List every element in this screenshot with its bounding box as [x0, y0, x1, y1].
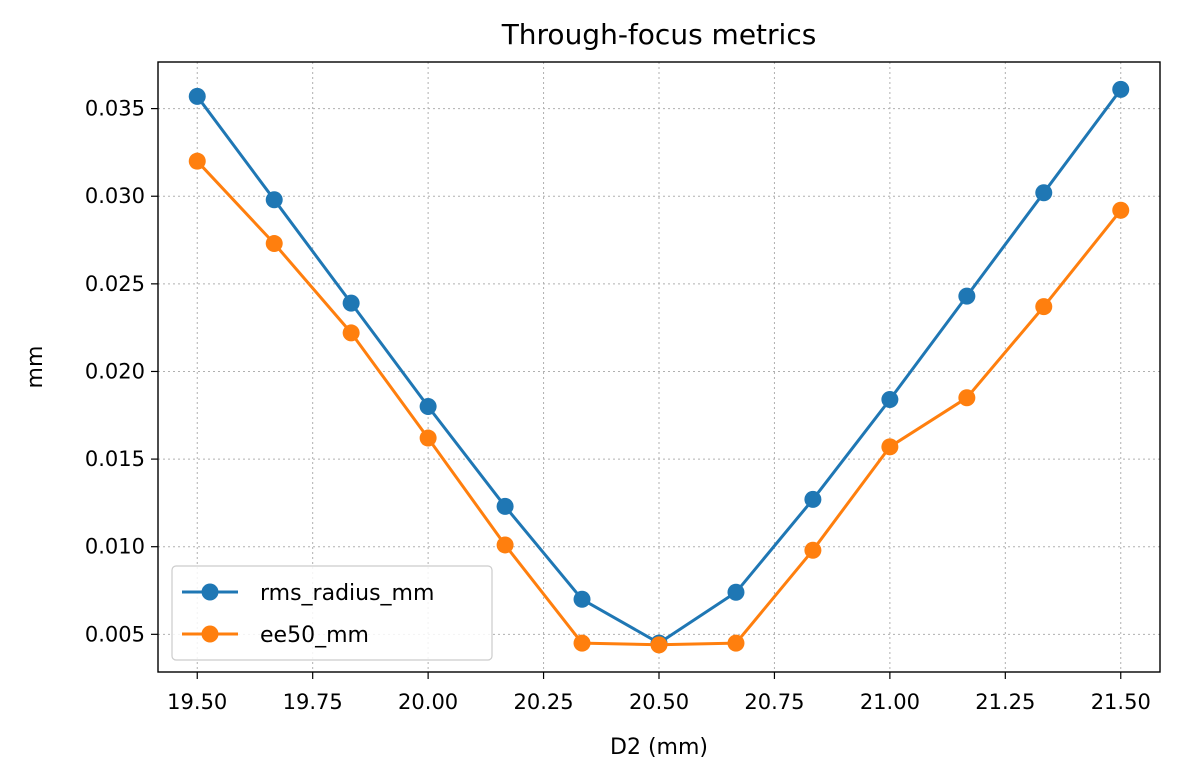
data-point-rms_radius_mm	[419, 398, 437, 416]
legend-label-rms_radius_mm: rms_radius_mm	[260, 581, 434, 606]
data-point-rms_radius_mm	[727, 583, 745, 601]
data-point-ee50_mm	[958, 389, 976, 407]
data-point-rms_radius_mm	[881, 391, 899, 409]
data-point-ee50_mm	[573, 634, 591, 652]
data-point-ee50_mm	[1035, 298, 1053, 316]
x-tick-label: 20.00	[398, 690, 458, 714]
x-tick-label: 19.50	[167, 690, 227, 714]
x-tick-label: 20.75	[744, 690, 804, 714]
series-layer	[188, 80, 1130, 654]
x-tick-label: 21.25	[975, 690, 1035, 714]
y-axis-label: mm	[23, 346, 48, 389]
x-tick-label: 21.00	[860, 690, 920, 714]
data-point-ee50_mm	[1112, 201, 1130, 219]
data-point-ee50_mm	[342, 324, 360, 342]
data-point-rms_radius_mm	[958, 287, 976, 305]
y-tick-label: 0.010	[85, 535, 145, 559]
data-point-ee50_mm	[650, 636, 668, 654]
data-point-ee50_mm	[188, 152, 206, 170]
data-point-rms_radius_mm	[1112, 80, 1130, 98]
x-tick-label: 21.50	[1091, 690, 1151, 714]
legend-label-ee50_mm: ee50_mm	[260, 623, 369, 648]
chart-title: Through-focus metrics	[501, 18, 817, 51]
data-point-rms_radius_mm	[573, 590, 591, 608]
x-tick-label: 20.50	[629, 690, 689, 714]
y-tick-label: 0.020	[85, 359, 145, 383]
data-point-ee50_mm	[727, 634, 745, 652]
y-tick-label: 0.025	[85, 272, 145, 296]
data-point-rms_radius_mm	[804, 490, 822, 508]
legend: rms_radius_mm ee50_mm	[171, 565, 493, 661]
data-point-rms_radius_mm	[188, 87, 206, 105]
data-point-ee50_mm	[419, 429, 437, 447]
y-tick-label: 0.030	[85, 184, 145, 208]
data-point-rms_radius_mm	[265, 191, 283, 209]
data-point-rms_radius_mm	[496, 497, 514, 515]
grid-lines	[158, 62, 1160, 672]
data-point-rms_radius_mm	[1035, 184, 1053, 202]
y-tick-label: 0.035	[85, 97, 145, 121]
data-point-ee50_mm	[496, 536, 514, 554]
data-point-rms_radius_mm	[342, 294, 360, 312]
data-point-ee50_mm	[881, 438, 899, 456]
y-tick-label: 0.005	[85, 622, 145, 646]
legend-box	[171, 565, 493, 661]
axis-ticks: 19.50 19.75 20.00 20.25 20.50 20.75 21.00 21.25…	[85, 97, 1151, 714]
x-tick-label: 19.75	[283, 690, 343, 714]
data-point-ee50_mm	[265, 235, 283, 253]
x-tick-label: 20.25	[513, 690, 573, 714]
y-tick-label: 0.015	[85, 447, 145, 471]
legend-marker-rms_radius_mm	[201, 583, 219, 601]
x-axis-label: D2 (mm)	[610, 735, 708, 760]
data-point-ee50_mm	[804, 541, 822, 559]
legend-marker-ee50_mm	[201, 625, 219, 643]
